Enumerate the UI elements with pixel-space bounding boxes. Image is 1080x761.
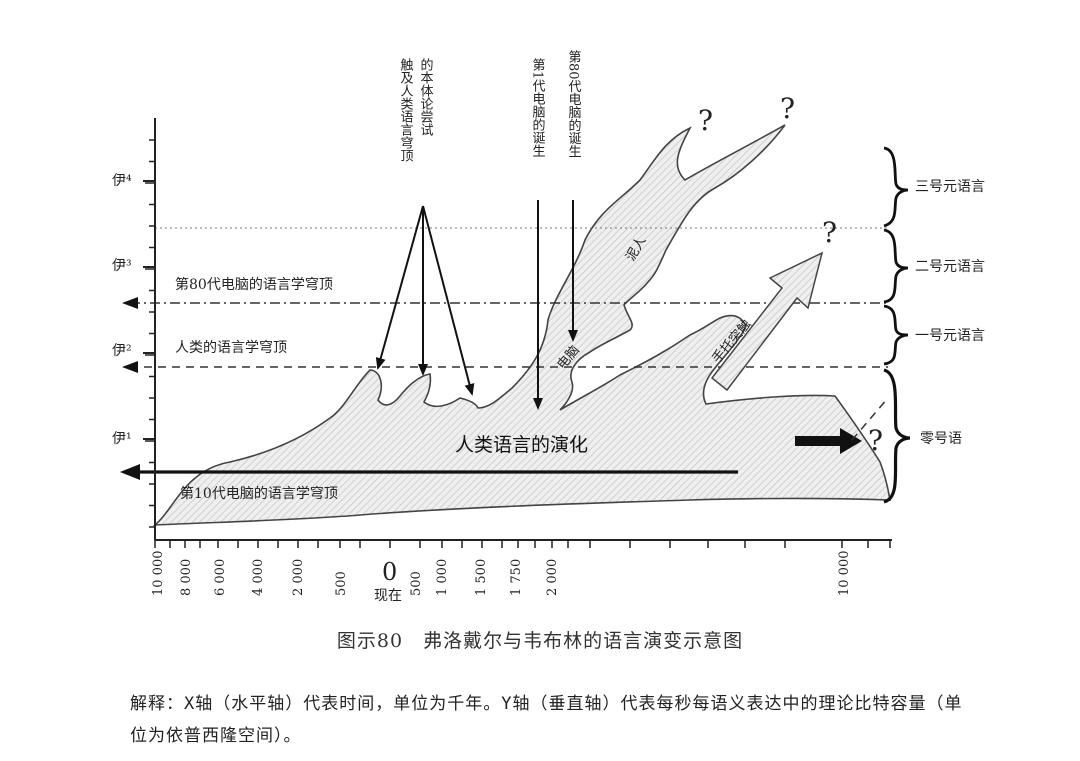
level1-label: 一号元语言 — [915, 328, 985, 344]
comp10-ceiling-label: 第10代电脑的语言学穹顶 — [180, 485, 338, 502]
ontology-label-line1: 触及人类语言穹顶 — [398, 58, 414, 162]
y-label-4: 伊⁴ — [112, 173, 132, 189]
brace-level1 — [883, 304, 909, 366]
x-tick-label: 8 000 — [179, 559, 194, 596]
x-tick-label: 1 750 — [509, 559, 524, 596]
comp80-ceiling-label: 第80代电脑的语言学穹顶 — [175, 276, 333, 293]
question-mark-2: ? — [780, 92, 795, 125]
future-dash — [851, 397, 889, 441]
x-tick-label: 10 000 — [151, 551, 166, 597]
now-label: 现在 — [374, 588, 402, 604]
shuotuo-arrow — [710, 251, 824, 392]
comp80-arrowhead — [122, 297, 138, 309]
y-ticks — [143, 139, 155, 528]
first-computer-label: 第1代电脑的诞生 — [530, 58, 546, 157]
future-arrow — [795, 428, 862, 454]
question-mark-1: ? — [698, 104, 713, 137]
y-label-3: 伊³ — [112, 258, 132, 274]
x-tick-labels: 10 000 8 000 6 000 4 000 2 000 500 0 500 1 000 1 … — [151, 551, 852, 597]
brace-level2 — [883, 228, 909, 304]
comp80-birth-label: 第80代电脑的诞生 — [566, 50, 582, 158]
x-tick-label: 2 000 — [291, 559, 306, 596]
level0-label: 零号语 — [920, 431, 962, 447]
level2-label: 二号元语言 — [915, 259, 985, 275]
human-ceiling-label: 人类的语言学穹顶 — [175, 340, 287, 356]
main-evolution-label: 人类语言的演化 — [455, 434, 588, 456]
question-mark-3: ? — [822, 216, 837, 249]
ontology-arrow-right — [422, 205, 475, 396]
y-label-2: 伊² — [112, 343, 132, 359]
figure-caption: 图示80 弗洛戴尔与韦布林的语言演变示意图 — [336, 630, 744, 652]
x-tick-label: 1 500 — [474, 559, 489, 596]
question-mark-4: ? — [868, 424, 883, 457]
human-arrowhead — [122, 361, 138, 373]
comp10-arrowhead — [120, 464, 140, 480]
y-label-1: 伊¹ — [112, 431, 132, 447]
x-tick-label: 500 — [409, 571, 424, 596]
x-ticks — [154, 540, 891, 548]
ontology-label-line2: 的本体论尝试 — [418, 57, 434, 136]
x-tick-label: 6 000 — [213, 559, 228, 596]
x-tick-label: 500 — [334, 571, 349, 596]
level3-label: 三号元语言 — [915, 179, 985, 195]
explanation-note: 解释：X轴（水平轴）代表时间，单位为千年。Y轴（垂直轴）代表每秒每语义表达中的理… — [130, 694, 963, 746]
ontology-arrow-left — [375, 205, 424, 370]
x-tick-label: 4 000 — [251, 559, 266, 596]
x-tick-label: 1 000 — [435, 559, 450, 596]
brace-level3 — [883, 146, 909, 228]
brace-level0 — [883, 368, 911, 504]
x-tick-label: 10 000 — [837, 551, 852, 597]
evolution-shape — [152, 124, 891, 526]
x-tick-label: 2 000 — [545, 559, 560, 596]
x-tick-label: 0 — [382, 558, 397, 586]
